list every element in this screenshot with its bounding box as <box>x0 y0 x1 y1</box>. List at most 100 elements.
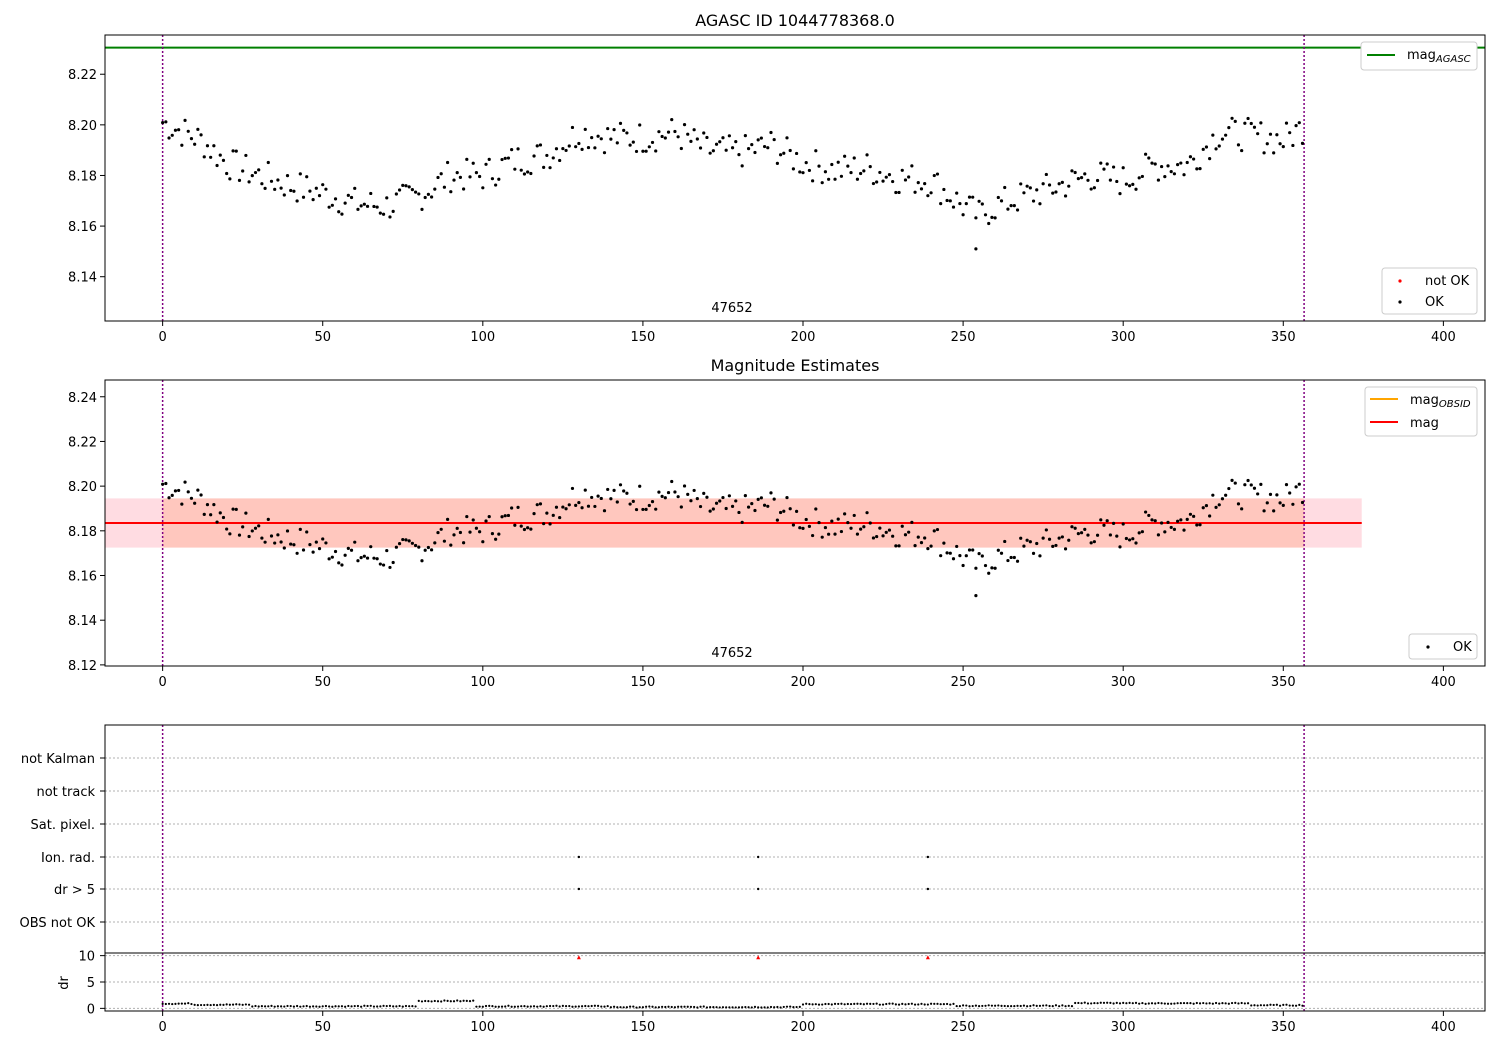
data-point <box>782 151 786 155</box>
data-point <box>1003 185 1007 190</box>
data-point <box>958 201 962 206</box>
data-point <box>1188 155 1193 159</box>
data-point <box>894 190 898 195</box>
dr-point <box>292 1005 296 1008</box>
data-point <box>698 504 703 509</box>
data-point <box>1294 485 1298 489</box>
plot-frame-3 <box>104 724 1486 1012</box>
data-point <box>548 522 552 526</box>
data-point <box>436 530 440 535</box>
dr-point <box>433 999 436 1003</box>
data-point <box>862 525 866 529</box>
dr-point <box>1058 1005 1061 1008</box>
dr-point <box>164 1002 167 1006</box>
x-tick-label: 200 <box>791 1020 816 1035</box>
dr-point <box>1035 1004 1038 1007</box>
data-point <box>1275 493 1279 497</box>
dr-point <box>430 1000 433 1003</box>
data-point <box>170 493 174 497</box>
flag-point <box>756 887 760 891</box>
data-point <box>500 157 504 162</box>
data-point <box>875 180 879 184</box>
data-point <box>449 190 453 194</box>
data-point <box>529 527 533 531</box>
dr-point <box>865 1002 869 1005</box>
dr-point <box>1070 1005 1074 1008</box>
dr-point <box>741 1006 744 1009</box>
data-point <box>974 247 978 251</box>
data-point <box>1256 492 1260 496</box>
dr-point <box>196 1004 199 1007</box>
dr-point <box>174 1002 177 1005</box>
data-point <box>356 559 360 563</box>
data-point <box>349 195 354 200</box>
dr-point <box>994 1004 997 1007</box>
dr-point <box>1038 1004 1042 1007</box>
data-point <box>1124 182 1128 186</box>
data-point <box>314 540 318 544</box>
data-point <box>202 155 206 159</box>
dr-point <box>1144 1002 1147 1005</box>
data-point <box>516 505 520 509</box>
data-point <box>433 541 437 545</box>
data-point <box>494 183 498 187</box>
dr-point <box>785 1005 789 1008</box>
data-point <box>1060 180 1064 184</box>
data-point <box>1297 482 1301 486</box>
dr-point <box>721 1006 725 1009</box>
chart-title-1: AGASC ID 1044778368.0 <box>695 11 895 30</box>
data-point <box>657 130 661 134</box>
data-point <box>199 493 203 497</box>
dr-point <box>468 999 472 1003</box>
data-point <box>1249 483 1253 487</box>
dr-point <box>353 1004 356 1008</box>
dr-point <box>904 1003 907 1006</box>
y-tick-label: 8.18 <box>68 525 97 540</box>
data-point <box>1297 121 1301 125</box>
dr-point <box>183 1002 187 1005</box>
data-point <box>1163 175 1167 179</box>
dr-point <box>1272 1003 1275 1007</box>
data-point <box>333 197 338 201</box>
dr-point <box>350 1005 353 1008</box>
data-point <box>1115 534 1119 538</box>
data-point <box>452 533 456 537</box>
dr-point <box>340 1005 344 1008</box>
data-point <box>644 149 648 153</box>
data-point <box>827 177 831 181</box>
dr-point <box>760 1006 763 1009</box>
data-point <box>1015 559 1020 563</box>
data-point <box>1111 521 1116 525</box>
data-point <box>1153 519 1157 523</box>
dr-point <box>452 1000 456 1003</box>
dr-point <box>1253 1004 1256 1007</box>
dr-point <box>1186 1002 1189 1005</box>
data-point <box>263 186 267 190</box>
data-point <box>1291 143 1295 148</box>
data-point <box>1236 502 1241 506</box>
data-point <box>1230 116 1234 120</box>
data-point <box>1105 519 1109 523</box>
data-point <box>1240 507 1244 511</box>
dr-point <box>417 999 420 1002</box>
annotation-obsid-1: 47652 <box>711 301 752 316</box>
data-point <box>417 192 421 196</box>
dr-point <box>420 1000 424 1003</box>
data-point <box>1163 530 1167 534</box>
data-point <box>593 146 597 150</box>
data-point <box>250 529 254 533</box>
data-point <box>711 149 715 153</box>
dr-point <box>1118 1002 1122 1005</box>
dr-point <box>833 1002 837 1005</box>
dr-point <box>545 1005 548 1008</box>
data-point <box>423 195 427 200</box>
data-point <box>839 174 844 178</box>
dr-outlier-point <box>576 955 581 960</box>
data-point <box>343 553 347 557</box>
data-point <box>606 487 610 492</box>
data-point <box>718 499 722 503</box>
data-point <box>346 546 350 550</box>
data-point <box>1176 163 1180 167</box>
data-point <box>955 544 959 549</box>
dr-point <box>1166 1002 1170 1005</box>
